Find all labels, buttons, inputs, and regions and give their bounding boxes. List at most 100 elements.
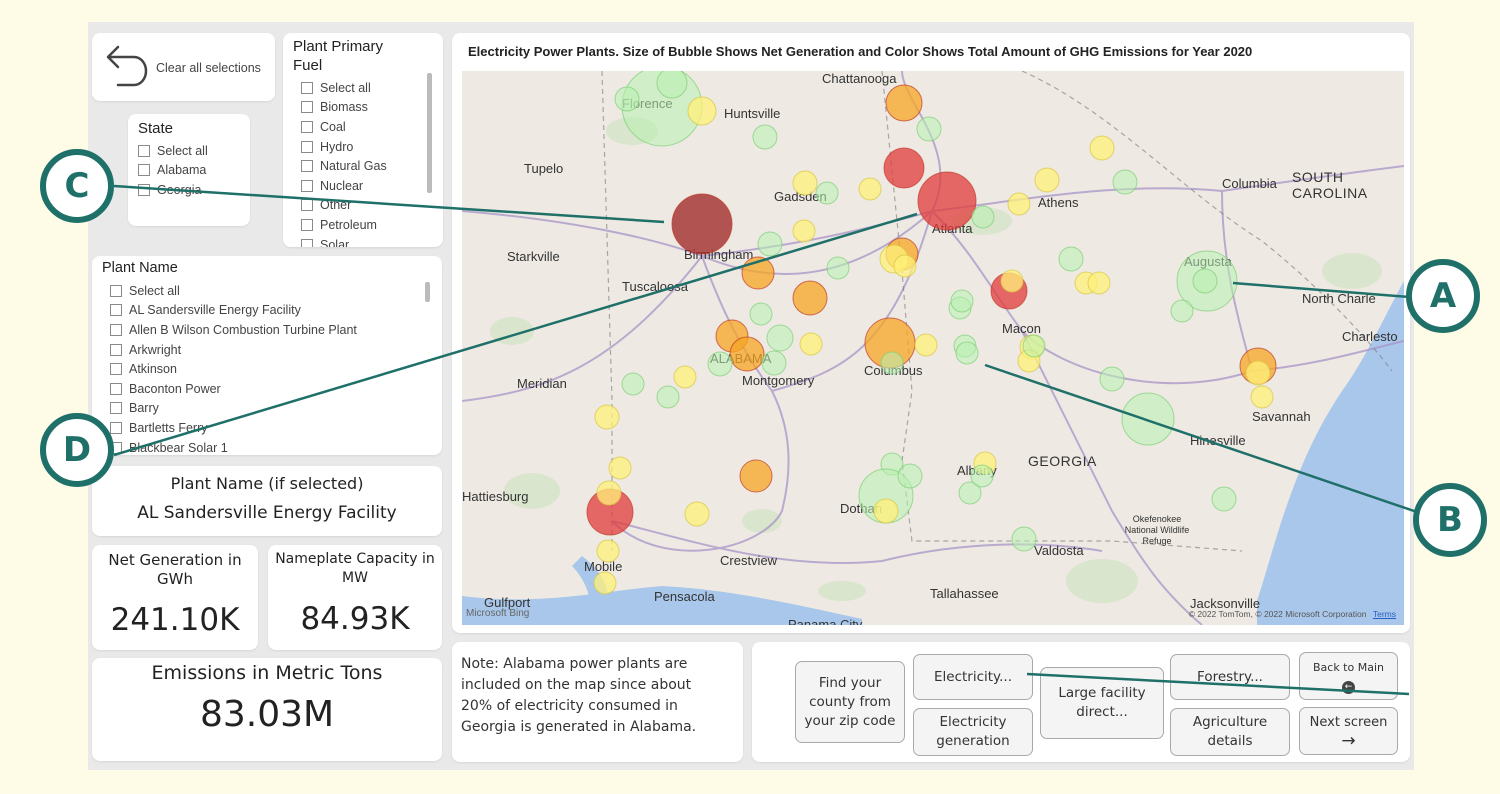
plant-bubble[interactable] <box>1089 135 1115 161</box>
plant-bubble[interactable] <box>707 351 733 377</box>
checkbox[interactable] <box>110 284 122 297</box>
fuel-scrollbar[interactable] <box>427 73 432 193</box>
plant-bubble[interactable] <box>792 170 818 196</box>
plant-option[interactable]: AL Sandersville Energy Facility <box>110 301 432 321</box>
agriculture-button[interactable]: Agriculture details <box>1170 708 1290 756</box>
plant-bubble[interactable] <box>1170 299 1194 323</box>
plant-bubble[interactable] <box>593 571 617 595</box>
plant-bubble[interactable] <box>741 256 775 290</box>
plant-bubble[interactable] <box>752 124 778 150</box>
state-option[interactable]: Select all <box>138 141 240 161</box>
plant-option[interactable]: Baconton Power <box>110 379 432 399</box>
plant-bubble[interactable] <box>684 501 710 527</box>
map-bubbles[interactable] <box>462 71 1404 625</box>
checkbox[interactable] <box>138 164 150 177</box>
plant-bubble[interactable] <box>1192 268 1218 294</box>
plant-bubble[interactable] <box>729 336 765 372</box>
plant-bubble[interactable] <box>955 341 979 365</box>
plant-bubble[interactable] <box>885 84 923 122</box>
fuel-option[interactable]: Select all <box>301 78 433 98</box>
checkbox[interactable] <box>301 179 313 192</box>
state-option[interactable]: Alabama <box>138 161 240 181</box>
checkbox[interactable] <box>301 101 313 114</box>
plant-bubble[interactable] <box>596 480 622 506</box>
plant-bubble[interactable] <box>893 254 917 278</box>
plant-bubble[interactable] <box>1250 385 1274 409</box>
plant-option[interactable]: Blackbear Solar 1 <box>110 438 432 455</box>
plant-bubble[interactable] <box>596 539 620 563</box>
next-screen-button[interactable]: Next screen → <box>1299 707 1398 755</box>
plant-bubble[interactable] <box>1121 392 1175 446</box>
plant-option[interactable]: Barry <box>110 399 432 419</box>
fuel-option[interactable]: Natural Gas <box>301 156 433 176</box>
fuel-option[interactable]: Other <box>301 196 433 216</box>
fuel-option[interactable]: Nuclear <box>301 176 433 196</box>
plant-bubble[interactable] <box>883 147 925 189</box>
plant-bubble[interactable] <box>958 481 982 505</box>
plant-bubble[interactable] <box>761 350 787 376</box>
plant-bubble[interactable] <box>757 231 783 257</box>
plant-bubble[interactable] <box>950 289 974 313</box>
checkbox[interactable] <box>301 140 313 153</box>
checkbox[interactable] <box>110 421 122 434</box>
plant-bubble[interactable] <box>971 205 995 229</box>
plant-bubble[interactable] <box>917 171 977 231</box>
plant-bubble[interactable] <box>1112 169 1138 195</box>
checkbox[interactable] <box>138 144 150 157</box>
plant-bubble[interactable] <box>799 332 823 356</box>
state-option[interactable]: Georgia <box>138 180 240 200</box>
plant-bubble[interactable] <box>594 404 620 430</box>
checkbox[interactable] <box>301 238 313 247</box>
plant-bubble[interactable] <box>749 302 773 326</box>
plant-bubble[interactable] <box>656 385 680 409</box>
checkbox[interactable] <box>301 120 313 133</box>
plant-bubble[interactable] <box>608 456 632 480</box>
fuel-option[interactable]: Hydro <box>301 137 433 157</box>
checkbox[interactable] <box>301 81 313 94</box>
plant-bubble[interactable] <box>673 365 697 389</box>
plant-option[interactable]: Allen B Wilson Combustion Turbine Plant <box>110 320 432 340</box>
checkbox[interactable] <box>110 382 122 395</box>
plant-bubble[interactable] <box>815 181 839 205</box>
checkbox[interactable] <box>301 218 313 231</box>
plant-option[interactable]: Arkwright <box>110 340 432 360</box>
map-terms-link[interactable]: Terms <box>1372 609 1396 619</box>
checkbox[interactable] <box>110 323 122 336</box>
plant-option[interactable]: Bartletts Ferry <box>110 418 432 438</box>
electricity-generation-button[interactable]: Electricity generation <box>913 708 1033 756</box>
plant-bubble[interactable] <box>826 256 850 280</box>
checkbox[interactable] <box>110 363 122 376</box>
plant-bubble[interactable] <box>621 372 645 396</box>
plant-bubble[interactable] <box>792 280 828 316</box>
plant-bubble[interactable] <box>739 459 773 493</box>
plant-bubble[interactable] <box>1007 192 1031 216</box>
fuel-option[interactable]: Solar <box>301 235 433 247</box>
checkbox[interactable] <box>301 160 313 173</box>
plant-bubble[interactable] <box>614 86 640 112</box>
plant-bubble[interactable] <box>970 464 994 488</box>
plant-bubble[interactable] <box>1058 246 1084 272</box>
plant-bubble[interactable] <box>897 463 923 489</box>
checkbox[interactable] <box>110 343 122 356</box>
fuel-option[interactable]: Biomass <box>301 98 433 118</box>
map-area[interactable]: ChattanoogaFlorenceHuntsvilleTupeloGadsd… <box>462 71 1404 625</box>
checkbox[interactable] <box>301 199 313 212</box>
plant-bubble[interactable] <box>671 193 733 255</box>
back-to-main-button[interactable]: Back to Main ← <box>1299 652 1398 700</box>
plant-bubble[interactable] <box>1245 360 1271 386</box>
fuel-option[interactable]: Petroleum <box>301 215 433 235</box>
plant-bubble[interactable] <box>792 219 816 243</box>
checkbox[interactable] <box>138 183 150 196</box>
fuel-option[interactable]: Coal <box>301 117 433 137</box>
plant-option[interactable]: Atkinson <box>110 359 432 379</box>
plant-bubble[interactable] <box>1000 269 1024 293</box>
plant-bubble[interactable] <box>1099 366 1125 392</box>
plant-scrollbar[interactable] <box>425 282 430 302</box>
plant-bubble[interactable] <box>656 71 688 99</box>
clear-selections-button[interactable]: Clear all selections <box>92 33 275 101</box>
plant-bubble[interactable] <box>1022 334 1046 358</box>
electricity-button[interactable]: Electricity... <box>913 654 1033 700</box>
plant-bubble[interactable] <box>687 96 717 126</box>
plant-bubble[interactable] <box>1011 526 1037 552</box>
plant-bubble[interactable] <box>1211 486 1237 512</box>
